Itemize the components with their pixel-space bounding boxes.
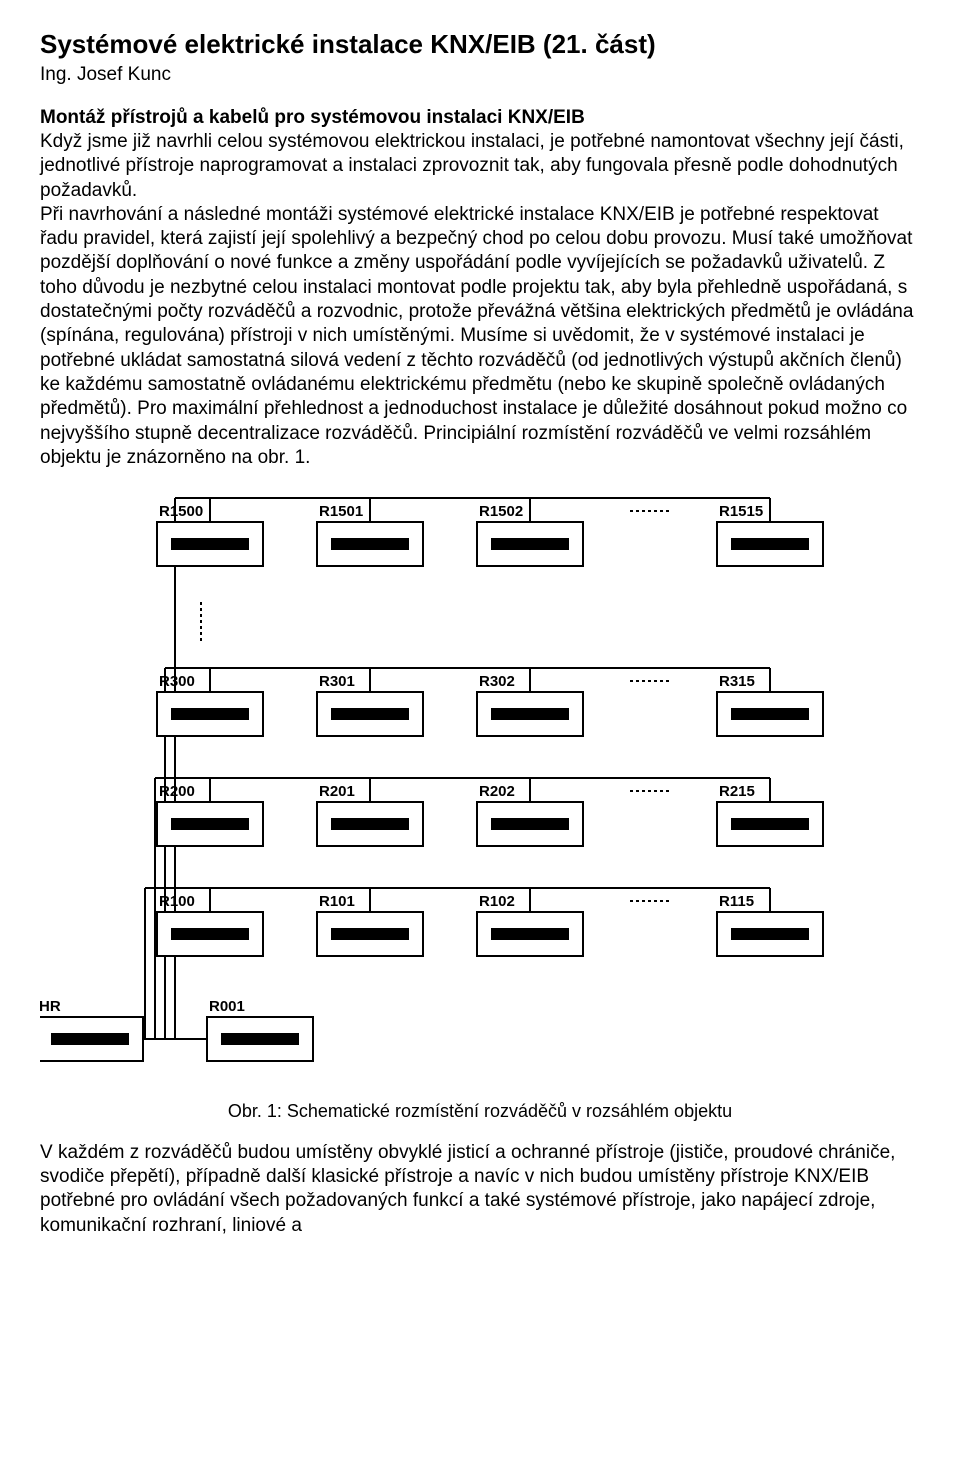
svg-text:R1500: R1500: [159, 503, 203, 520]
figure-1-caption: Obr. 1: Schematické rozmístění rozváděčů…: [40, 1100, 920, 1123]
author-line: Ing. Josef Kunc: [40, 63, 920, 87]
svg-text:R1501: R1501: [319, 503, 363, 520]
svg-text:R001: R001: [209, 998, 245, 1015]
section-subtitle: Montáž přístrojů a kabelů pro systémovou…: [40, 106, 920, 130]
svg-text:R215: R215: [719, 783, 755, 800]
body-paragraph-2: V každém z rozváděčů budou umístěny obvy…: [40, 1141, 920, 1238]
svg-text:R301: R301: [319, 673, 355, 690]
svg-text:R1502: R1502: [479, 503, 523, 520]
svg-text:R302: R302: [479, 673, 515, 690]
svg-text:R115: R115: [719, 893, 754, 910]
svg-text:R201: R201: [319, 783, 355, 800]
svg-text:R100: R100: [159, 893, 195, 910]
svg-text:R101: R101: [319, 893, 355, 910]
svg-text:R202: R202: [479, 783, 515, 800]
svg-text:R200: R200: [159, 783, 195, 800]
figure-1-diagram: R1500 R1501 R1502 R1515 R300 R301 R302 R315 R200…: [40, 492, 920, 1089]
svg-text:R300: R300: [159, 673, 195, 690]
body-paragraph-1: Když jsme již navrhli celou systémovou e…: [40, 130, 920, 470]
svg-text:R315: R315: [719, 673, 755, 690]
svg-text:R1515: R1515: [719, 503, 763, 520]
svg-text:R102: R102: [479, 893, 515, 910]
page-title: Systémové elektrické instalace KNX/EIB (…: [40, 28, 920, 61]
svg-text:HR: HR: [40, 998, 61, 1015]
